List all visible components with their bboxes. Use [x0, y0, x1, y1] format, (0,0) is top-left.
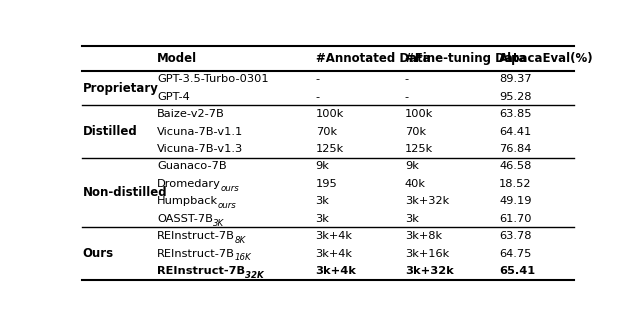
Text: Proprietary: Proprietary: [83, 82, 158, 95]
Text: ours: ours: [221, 184, 239, 193]
Text: 100k: 100k: [316, 109, 344, 119]
Text: 3k+4k: 3k+4k: [316, 231, 353, 241]
Text: 3k+8k: 3k+8k: [405, 231, 442, 241]
Text: Dromedary: Dromedary: [157, 179, 221, 189]
Text: 3k+4k: 3k+4k: [316, 266, 356, 276]
Text: 3k: 3k: [316, 214, 330, 224]
Text: GPT-4: GPT-4: [157, 92, 189, 102]
Text: 3k+16k: 3k+16k: [405, 249, 449, 259]
Text: Ours: Ours: [83, 247, 114, 260]
Text: 70k: 70k: [405, 126, 426, 137]
Text: 40k: 40k: [405, 179, 426, 189]
Text: Model: Model: [157, 51, 197, 64]
Text: 125k: 125k: [316, 144, 344, 154]
Text: REInstruct-7B: REInstruct-7B: [157, 266, 245, 276]
Text: #Annotated Data: #Annotated Data: [316, 51, 430, 64]
Text: 3k: 3k: [405, 214, 419, 224]
Text: -: -: [405, 92, 409, 102]
Text: Non-distilled: Non-distilled: [83, 186, 167, 199]
Text: Vicuna-7B-v1.3: Vicuna-7B-v1.3: [157, 144, 243, 154]
Text: 3k+32k: 3k+32k: [405, 196, 449, 206]
Text: 9k: 9k: [405, 162, 419, 171]
Text: -: -: [405, 74, 409, 84]
Text: REInstruct-7B: REInstruct-7B: [157, 249, 235, 259]
Text: GPT-3.5-Turbo-0301: GPT-3.5-Turbo-0301: [157, 74, 269, 84]
Text: 95.28: 95.28: [499, 92, 532, 102]
Text: 9k: 9k: [316, 162, 330, 171]
Text: 3k+32k: 3k+32k: [405, 266, 454, 276]
Text: Humpback: Humpback: [157, 196, 218, 206]
Text: 63.85: 63.85: [499, 109, 532, 119]
Text: REInstruct-7B: REInstruct-7B: [157, 231, 235, 241]
Text: #Fine-tuning Data: #Fine-tuning Data: [405, 51, 526, 64]
Text: 3k: 3k: [316, 196, 330, 206]
Text: 3K: 3K: [212, 219, 224, 228]
Text: 64.41: 64.41: [499, 126, 531, 137]
Text: 100k: 100k: [405, 109, 433, 119]
Text: -: -: [316, 74, 320, 84]
Text: 8K: 8K: [235, 236, 246, 245]
Text: OASST-7B: OASST-7B: [157, 214, 212, 224]
Text: 3k+4k: 3k+4k: [316, 249, 353, 259]
Text: AlpacaEval(%): AlpacaEval(%): [499, 51, 594, 64]
Text: 46.58: 46.58: [499, 162, 531, 171]
Text: 32K: 32K: [245, 271, 264, 280]
Text: Distilled: Distilled: [83, 125, 137, 138]
Text: 89.37: 89.37: [499, 74, 532, 84]
Text: 125k: 125k: [405, 144, 433, 154]
Text: 70k: 70k: [316, 126, 337, 137]
Text: 63.78: 63.78: [499, 231, 532, 241]
Text: 64.75: 64.75: [499, 249, 531, 259]
Text: -: -: [316, 92, 320, 102]
Text: 195: 195: [316, 179, 337, 189]
Text: 49.19: 49.19: [499, 196, 532, 206]
Text: 16K: 16K: [235, 253, 252, 262]
Text: 61.70: 61.70: [499, 214, 532, 224]
Text: Vicuna-7B-v1.1: Vicuna-7B-v1.1: [157, 126, 243, 137]
Text: 65.41: 65.41: [499, 266, 535, 276]
Text: 76.84: 76.84: [499, 144, 531, 154]
Text: 18.52: 18.52: [499, 179, 532, 189]
Text: Guanaco-7B: Guanaco-7B: [157, 162, 227, 171]
Text: ours: ours: [218, 201, 237, 210]
Text: Baize-v2-7B: Baize-v2-7B: [157, 109, 225, 119]
